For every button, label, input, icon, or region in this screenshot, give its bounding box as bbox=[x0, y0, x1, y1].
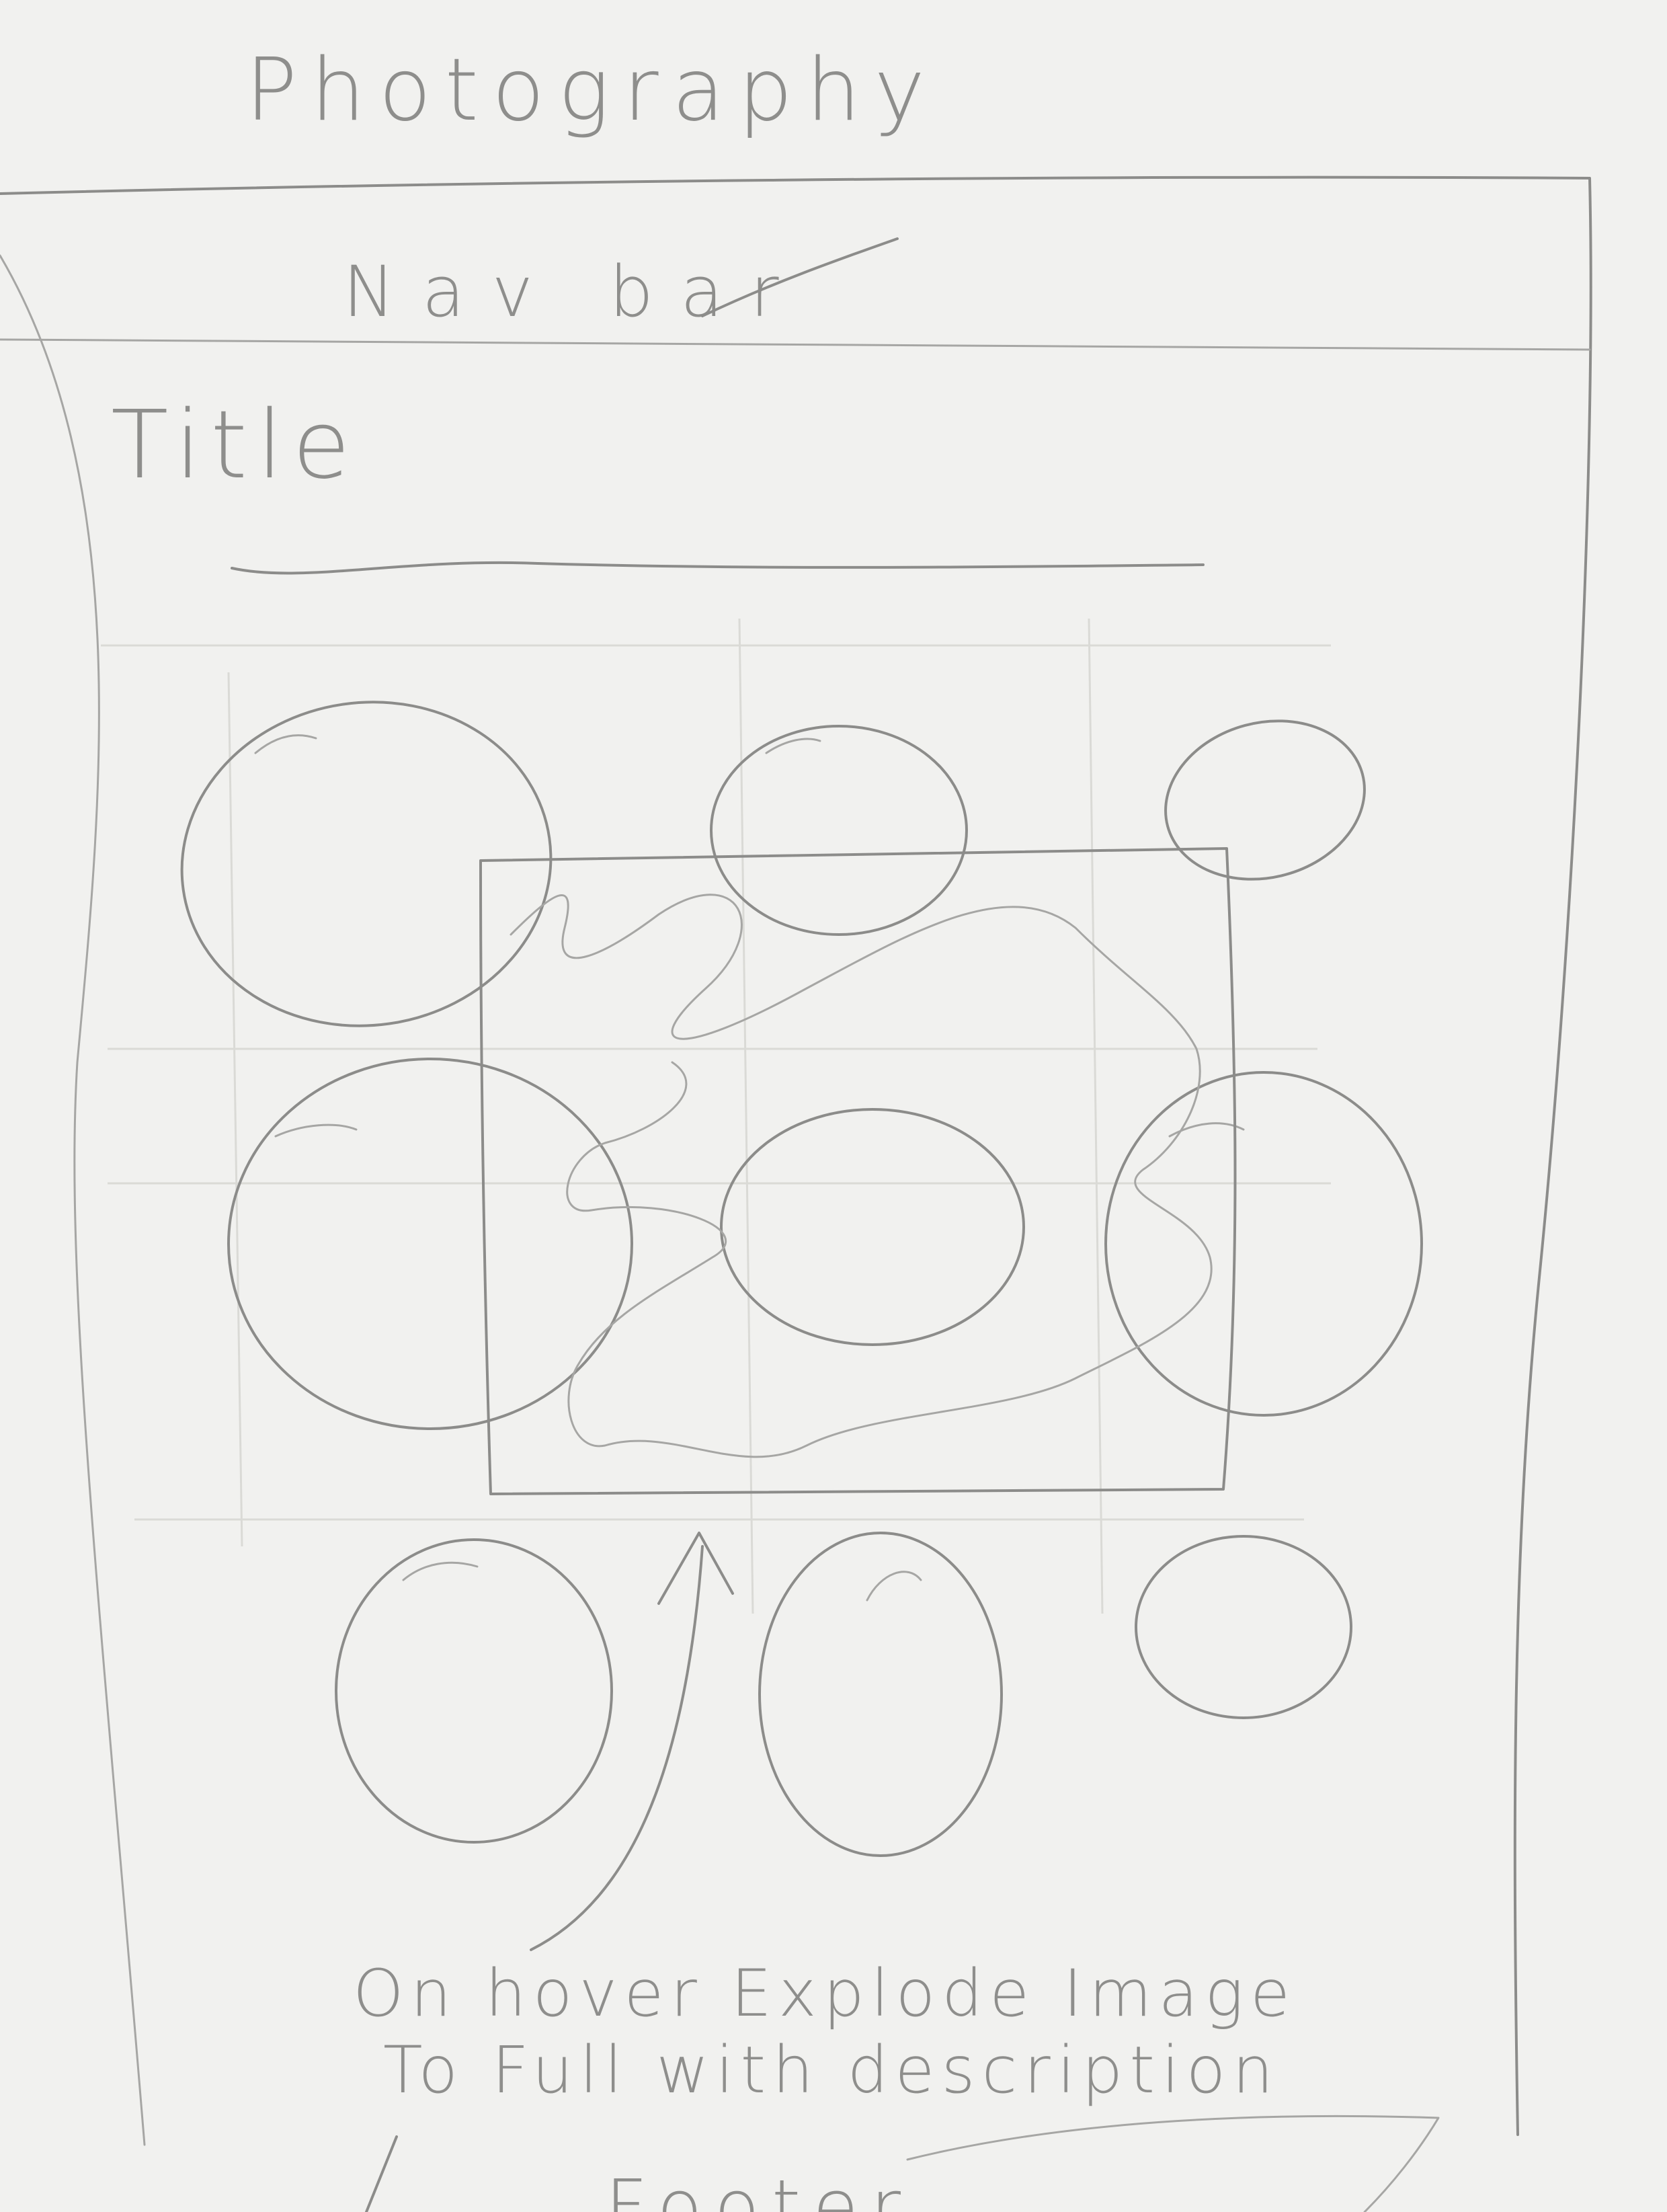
page-title-label: Title bbox=[111, 391, 360, 500]
hover-arrow bbox=[530, 1532, 734, 1951]
image-thumbnail[interactable] bbox=[227, 1058, 633, 1430]
footer: Footer bbox=[365, 2115, 1440, 2212]
annotation-line-2: To Full with description bbox=[383, 2032, 1280, 2108]
site-title: Photography bbox=[245, 40, 938, 141]
image-thumbnail[interactable] bbox=[161, 678, 571, 1050]
annotation-line-1: On hover Explode Image bbox=[353, 1956, 1297, 2031]
image-grid[interactable] bbox=[161, 678, 1423, 1857]
image-thumbnail[interactable] bbox=[1147, 699, 1382, 901]
faint-grid bbox=[101, 618, 1331, 1614]
image-thumbnail[interactable] bbox=[720, 1108, 1025, 1346]
image-thumbnail[interactable] bbox=[335, 1538, 613, 1844]
nav-bar-label: Nav bar bbox=[343, 251, 806, 333]
page-title: Title bbox=[111, 391, 1205, 575]
exploded-image-frame bbox=[479, 847, 1237, 1495]
page-frame bbox=[0, 175, 1592, 2146]
image-thumbnail[interactable] bbox=[1104, 1071, 1423, 1417]
image-thumbnail[interactable] bbox=[758, 1532, 1003, 1857]
nav-bar-underline bbox=[701, 237, 899, 317]
title-underline bbox=[231, 561, 1205, 575]
image-thumbnail[interactable] bbox=[710, 725, 968, 936]
footer-label: Footer bbox=[605, 2164, 913, 2212]
nav-bar[interactable]: Nav bar bbox=[0, 237, 1591, 351]
image-thumbnail[interactable] bbox=[1135, 1535, 1352, 1719]
